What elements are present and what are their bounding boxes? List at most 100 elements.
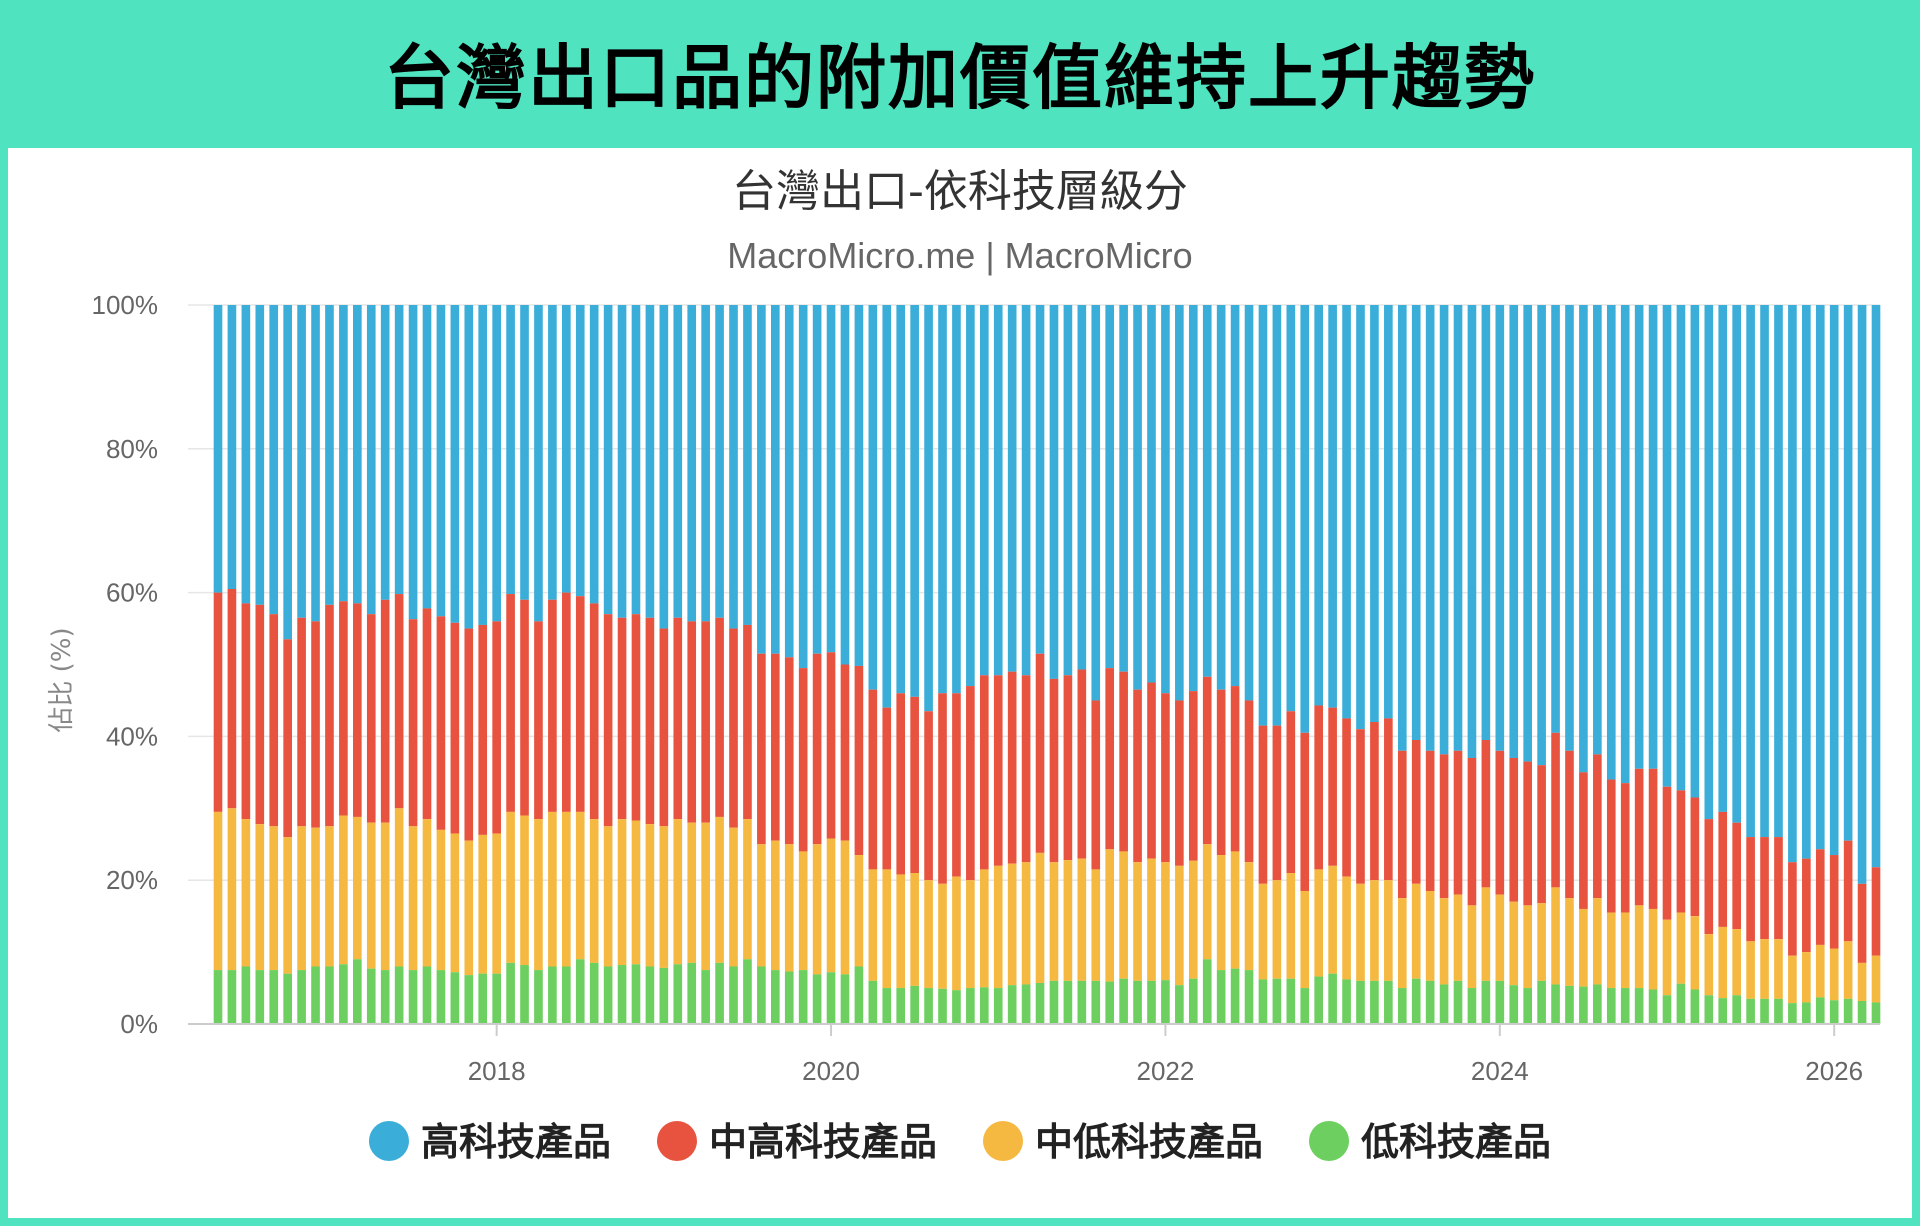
bar-segment-high-tech [311, 305, 320, 622]
bar-segment-low-tech [1857, 1000, 1867, 1024]
bar-segment-mid-low-tech [1788, 955, 1797, 1004]
bar-segment-high-tech [896, 305, 906, 694]
bar-segment-mid-low-tech [1411, 883, 1421, 979]
bar-segment-high-tech [366, 305, 376, 615]
bar-segment-low-tech [617, 965, 627, 1024]
bar-segment-low-tech [1802, 1002, 1811, 1024]
bar-segment-high-tech [1509, 305, 1519, 758]
bar-segment-mid-low-tech [812, 844, 822, 975]
bar-segment-low-tech [534, 970, 543, 1024]
bar-segment-low-tech [1286, 978, 1296, 1024]
bar-segment-mid-low-tech [1634, 905, 1644, 989]
bar-segment-low-tech [1843, 998, 1853, 1024]
bar-segment-low-tech [1593, 984, 1602, 1024]
bar-segment-mid-high-tech [1300, 732, 1310, 891]
bar-segment-low-tech [506, 962, 515, 1024]
bar-segment-mid-low-tech [868, 869, 878, 981]
bar-segment-mid-low-tech [659, 826, 669, 968]
bar-segment-low-tech [255, 970, 265, 1024]
bar-segment-low-tech [1788, 1003, 1797, 1024]
bar-segment-high-tech [882, 305, 892, 708]
bar-segment-low-tech [1063, 980, 1073, 1024]
bar-segment-high-tech [325, 305, 334, 605]
bar-segment-mid-low-tech [241, 819, 251, 967]
bar-segment-high-tech [701, 305, 710, 622]
bar-segment-high-tech [1370, 305, 1379, 723]
bar-segment-mid-low-tech [1551, 887, 1560, 985]
bar-segment-mid-low-tech [1843, 941, 1853, 999]
bar-segment-high-tech [1119, 305, 1128, 672]
chart-subtitle: MacroMicro.me | MacroMicro [727, 235, 1192, 276]
bar-segment-high-tech [1774, 305, 1783, 838]
bar-segment-mid-low-tech [1425, 890, 1435, 981]
bar-segment-high-tech [631, 305, 641, 615]
bar-segment-high-tech [1188, 305, 1198, 692]
bar-segment-high-tech [1328, 305, 1337, 708]
bar-segment-high-tech [910, 305, 919, 697]
bar-segment-low-tech [1384, 980, 1393, 1024]
bar-segment-mid-low-tech [715, 816, 724, 963]
bar-segment-high-tech [1397, 305, 1407, 751]
bar-segment-low-tech [938, 988, 947, 1024]
bar-segment-mid-high-tech [1077, 669, 1087, 859]
x-tick-label: 2018 [468, 1056, 526, 1086]
bar-segment-mid-low-tech [1537, 903, 1546, 981]
bar-segment-low-tech [1579, 986, 1588, 1024]
bar-segment-mid-high-tech [882, 707, 892, 870]
bar-segment-mid-high-tech [1244, 700, 1254, 863]
bar-segment-mid-low-tech [952, 876, 961, 991]
bar-segment-high-tech [436, 305, 446, 617]
bar-segment-mid-low-tech [534, 819, 543, 971]
bar-segment-mid-high-tech [1857, 883, 1867, 963]
bar-segment-mid-low-tech [422, 819, 432, 967]
bar-segment-low-tech [979, 987, 989, 1024]
bar-segment-mid-high-tech [1523, 761, 1532, 906]
bar-segment-low-tech [1021, 984, 1031, 1024]
bar-segment-mid-low-tech [1802, 952, 1811, 1003]
bar-segment-mid-high-tech [798, 668, 808, 852]
bar-segment-mid-low-tech [353, 816, 362, 960]
bar-segment-mid-low-tech [882, 869, 892, 989]
bar-segment-low-tech [1397, 988, 1407, 1024]
bar-segment-high-tech [1565, 305, 1574, 751]
bar-segment-high-tech [938, 305, 947, 694]
bar-segment-low-tech [1370, 980, 1379, 1024]
bar-segment-high-tech [339, 305, 348, 602]
bar-segment-mid-high-tech [1258, 725, 1268, 884]
bar-segment-mid-low-tech [757, 844, 766, 967]
bar-segment-mid-high-tech [812, 653, 822, 845]
bar-segment-mid-low-tech [450, 833, 460, 973]
bar-segment-low-tech [1690, 989, 1700, 1024]
bar-segment-mid-high-tech [562, 592, 571, 812]
bar-segment-high-tech [1843, 305, 1853, 841]
bar-segment-low-tech [1620, 988, 1630, 1024]
bar-segment-mid-low-tech [213, 811, 223, 971]
x-tick-label: 2022 [1137, 1056, 1195, 1086]
bar-segment-mid-high-tech [659, 628, 669, 827]
bar-segment-high-tech [1704, 305, 1714, 820]
bar-segment-low-tech [743, 959, 752, 1024]
bar-segment-low-tech [966, 988, 975, 1024]
bar-segment-high-tech [520, 305, 529, 600]
bar-segment-high-tech [380, 305, 390, 600]
bar-segment-high-tech [729, 305, 738, 629]
bar-segment-mid-low-tech [603, 826, 613, 967]
bar-segment-mid-low-tech [743, 819, 752, 960]
bar-segment-mid-low-tech [1300, 890, 1310, 989]
bar-segment-low-tech [631, 964, 641, 1024]
bar-segment-low-tech [1648, 989, 1658, 1024]
bar-segment-low-tech [1314, 976, 1324, 1024]
bar-segment-mid-high-tech [1593, 754, 1602, 899]
bar-segment-low-tech [1634, 988, 1644, 1024]
bar-segment-low-tech [868, 980, 878, 1024]
bar-segment-low-tech [1565, 985, 1574, 1024]
bar-segment-high-tech [1425, 305, 1435, 751]
bar-segment-low-tech [366, 968, 376, 1024]
bar-segment-mid-low-tech [631, 820, 641, 965]
bar-segment-mid-high-tech [979, 675, 989, 870]
bar-segment-mid-low-tech [1760, 939, 1769, 999]
bar-segment-low-tech [882, 988, 892, 1024]
bar-segment-high-tech [1244, 305, 1254, 701]
chart-title: 台灣出口-依科技層級分 [732, 166, 1188, 217]
